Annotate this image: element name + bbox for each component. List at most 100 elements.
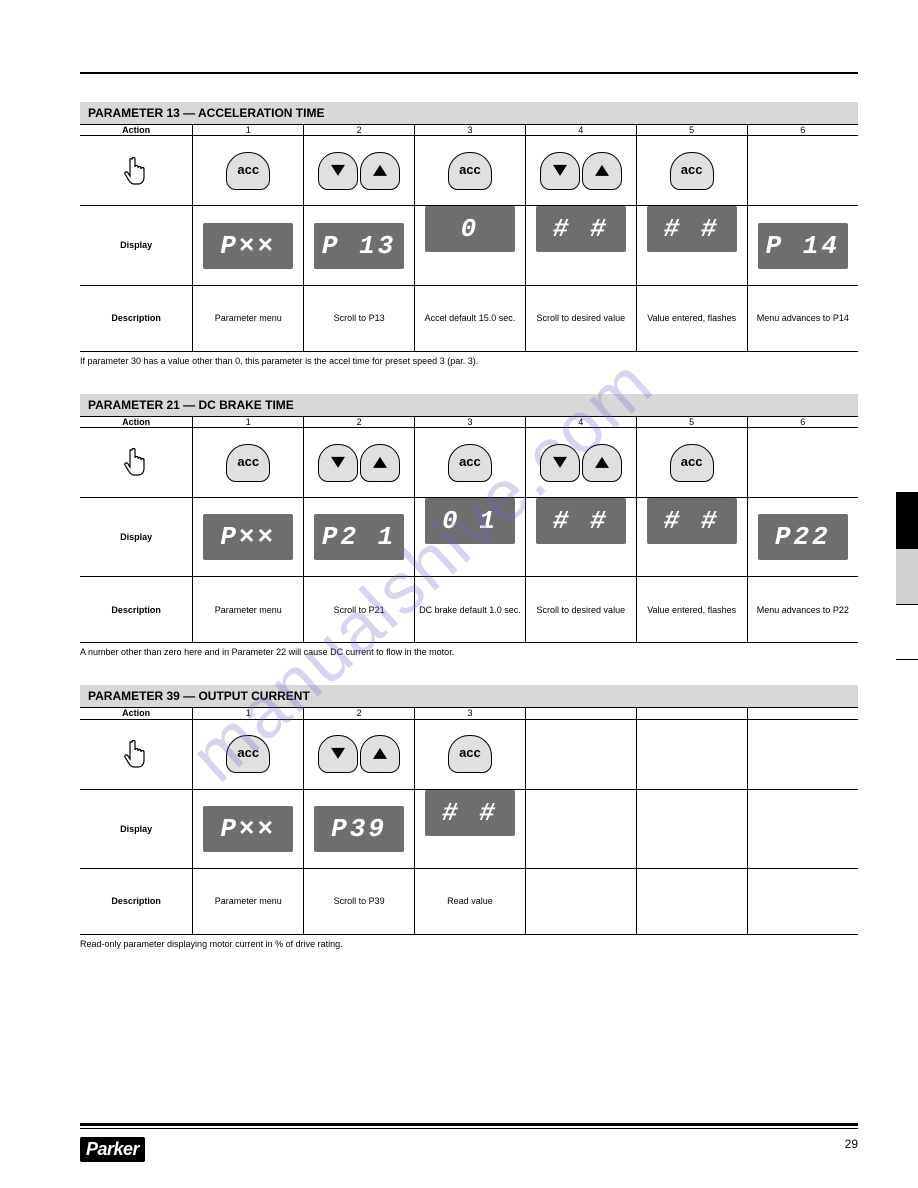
button-cell	[747, 428, 858, 498]
seven-seg-display: P××	[203, 806, 293, 852]
col-action-header: Action	[80, 416, 193, 427]
seven-seg-display: # # #.	[647, 206, 737, 252]
display-cell	[525, 789, 636, 868]
seven-seg-display: P39	[314, 806, 404, 852]
button-cell	[304, 136, 415, 206]
hand-icon	[80, 136, 193, 206]
acc-button[interactable]: acc	[670, 152, 714, 190]
down-button[interactable]	[318, 444, 358, 482]
down-button[interactable]	[540, 444, 580, 482]
button-cell	[525, 428, 636, 498]
up-button[interactable]	[360, 444, 400, 482]
col-action-header: Action	[80, 708, 193, 719]
display-cell: P××	[193, 498, 304, 577]
desc-cell	[747, 869, 858, 935]
cell-step: 6	[747, 416, 858, 427]
display-cell: # # #.	[525, 498, 636, 577]
seven-seg-display: P22	[758, 514, 848, 560]
cell-step: 4	[525, 125, 636, 136]
cell-step: 2	[304, 125, 415, 136]
cell-step: 5	[636, 125, 747, 136]
cell-step	[525, 708, 636, 719]
cell-step: 5	[636, 416, 747, 427]
row-label: Display	[80, 206, 193, 285]
desc-cell: Menu advances to P22	[747, 577, 858, 643]
cell-step: 4	[525, 416, 636, 427]
display-cell: P39	[304, 789, 415, 868]
display-cell: P××	[193, 206, 304, 285]
display-cell: P22	[747, 498, 858, 577]
cell-step: 3	[415, 708, 526, 719]
row-label: Display	[80, 498, 193, 577]
cell-step: 3	[415, 416, 526, 427]
display-cell	[636, 789, 747, 868]
acc-button[interactable]: acc	[670, 444, 714, 482]
section-title-1: PARAMETER 13 — ACCELERATION TIME	[80, 102, 858, 124]
acc-button[interactable]: acc	[226, 152, 270, 190]
footnote: Read-only parameter displaying motor cur…	[80, 935, 858, 949]
down-button[interactable]	[318, 735, 358, 773]
button-cell	[525, 719, 636, 789]
hand-icon	[80, 719, 193, 789]
down-button[interactable]	[540, 152, 580, 190]
display-cell: 0 1 0.	[415, 498, 526, 577]
up-button[interactable]	[582, 152, 622, 190]
cell-step: 2	[304, 708, 415, 719]
procedure-table-3: Action 1 2 3 acc acc Display P×× P39 # #…	[80, 707, 858, 935]
down-button[interactable]	[318, 152, 358, 190]
display-cell: P 14	[747, 206, 858, 285]
seven-seg-display: # # #.	[536, 206, 626, 252]
header-rule	[80, 72, 858, 74]
seven-seg-display: P××	[203, 514, 293, 560]
up-button[interactable]	[582, 444, 622, 482]
button-cell	[304, 428, 415, 498]
side-tab	[896, 492, 918, 548]
button-cell	[525, 136, 636, 206]
cell-step: 6	[747, 125, 858, 136]
desc-cell: Parameter menu	[193, 577, 304, 643]
side-tab	[896, 604, 918, 660]
display-cell: # # #.	[636, 206, 747, 285]
button-cell: acc	[636, 428, 747, 498]
cell-step	[636, 708, 747, 719]
button-cell: acc	[415, 719, 526, 789]
page-number: 29	[845, 1137, 858, 1151]
desc-cell: Menu advances to P14	[747, 285, 858, 351]
desc-cell	[636, 869, 747, 935]
row-label: Description	[80, 577, 193, 643]
row-label: Display	[80, 789, 193, 868]
button-cell: acc	[636, 136, 747, 206]
procedure-table-2: Action 1 2 3 4 5 6 acc acc acc Display P…	[80, 416, 858, 644]
acc-button[interactable]: acc	[226, 444, 270, 482]
button-cell: acc	[193, 136, 304, 206]
display-cell: # # #	[415, 789, 526, 868]
footnote: A number other than zero here and in Par…	[80, 643, 858, 657]
acc-button[interactable]: acc	[448, 444, 492, 482]
acc-button[interactable]: acc	[448, 152, 492, 190]
cell-step: 3	[415, 125, 526, 136]
seven-seg-display: # # #	[425, 790, 515, 836]
button-cell	[747, 136, 858, 206]
desc-cell: Scroll to P21	[304, 577, 415, 643]
acc-button[interactable]: acc	[226, 735, 270, 773]
col-action-header: Action	[80, 125, 193, 136]
seven-seg-display: 0 1 0.	[425, 498, 515, 544]
seven-seg-display: 0 15.	[425, 206, 515, 252]
button-cell: acc	[193, 719, 304, 789]
display-cell: P 13	[304, 206, 415, 285]
button-cell: acc	[415, 428, 526, 498]
cell-step: 1	[193, 125, 304, 136]
up-button[interactable]	[360, 152, 400, 190]
cell-step: 1	[193, 416, 304, 427]
page-footer: Parker 29	[80, 1123, 858, 1162]
up-button[interactable]	[360, 735, 400, 773]
section-title-2: PARAMETER 21 — DC BRAKE TIME	[80, 394, 858, 416]
seven-seg-display: # # #.	[536, 498, 626, 544]
display-cell	[747, 789, 858, 868]
procedure-table-1: Action 1 2 3 4 5 6 acc acc acc Display P…	[80, 124, 858, 352]
cell-step: 1	[193, 708, 304, 719]
footnote: If parameter 30 has a value other than 0…	[80, 352, 858, 366]
button-cell	[747, 719, 858, 789]
acc-button[interactable]: acc	[448, 735, 492, 773]
button-cell	[304, 719, 415, 789]
